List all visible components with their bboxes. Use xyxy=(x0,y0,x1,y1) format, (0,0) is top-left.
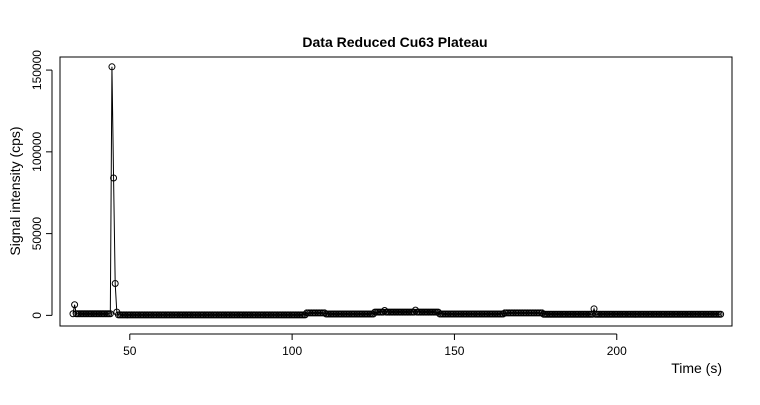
data-point xyxy=(71,301,79,309)
data-point xyxy=(106,310,114,318)
data-point xyxy=(321,309,329,317)
y-tick-label: 0 xyxy=(30,312,44,319)
data-point xyxy=(111,279,119,287)
series-line xyxy=(72,66,721,316)
data-point xyxy=(381,306,389,314)
x-axis-label: Time (s) xyxy=(671,360,722,376)
y-tick-label: 50000 xyxy=(30,217,44,251)
y-tick-label: 100000 xyxy=(30,131,44,171)
plot-frame xyxy=(59,56,733,327)
data-point xyxy=(108,63,116,71)
chart-title: Data Reduced Cu63 Plateau xyxy=(302,34,487,50)
x-tick-label: 100 xyxy=(282,344,302,358)
data-point xyxy=(538,309,546,317)
x-tick-label: 200 xyxy=(607,344,627,358)
y-tick-label: 150000 xyxy=(30,50,44,90)
y-axis-label: Signal intensity (cps) xyxy=(7,126,23,255)
axis-layer: 50 100 150 200 0 50000 100000 150000 xyxy=(30,50,627,358)
data-point xyxy=(499,310,507,318)
x-tick-label: 150 xyxy=(444,344,464,358)
data-point xyxy=(717,310,725,318)
data-layer xyxy=(69,63,725,319)
x-tick-label: 50 xyxy=(123,344,137,358)
data-point xyxy=(110,174,118,182)
